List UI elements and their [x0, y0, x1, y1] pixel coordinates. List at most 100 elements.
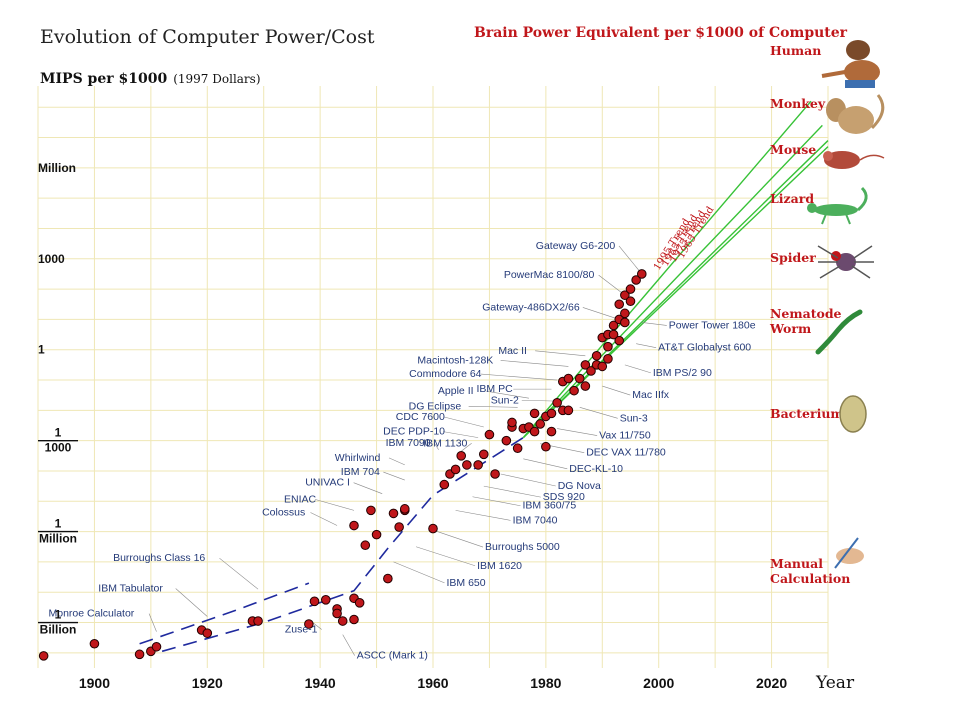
annotation-leader [393, 561, 445, 584]
annotation-label: Power Tower 180e [669, 319, 756, 331]
x-tick-label: 1980 [530, 675, 561, 691]
data-point [332, 608, 342, 619]
creature-monkey: Monkey [770, 96, 826, 111]
y-tick-label: Million [38, 161, 76, 175]
data-point [603, 341, 613, 352]
nematode-worm-icon [815, 309, 863, 355]
annotation-label: ASCC (Mark 1) [357, 650, 428, 662]
annotation-label: DEC VAX 11/780 [586, 447, 666, 459]
right-panel-title: Brain Power Equivalent per $1000 of Comp… [474, 25, 848, 41]
data-point [366, 505, 376, 516]
grid [37, 86, 829, 668]
monkey-icon [826, 94, 885, 134]
annotation-label: CDC 7600 [396, 411, 445, 423]
data-point [625, 296, 636, 307]
annotation-label: Macintosh-128K [417, 354, 493, 366]
data-point [535, 419, 546, 429]
y-tick-label: Million [39, 532, 77, 546]
creature-bacterium: Bacterium [770, 406, 844, 421]
data-point [620, 308, 630, 319]
annotation-label: Vax 11/750 [599, 430, 651, 442]
annotation-leader [468, 406, 518, 408]
annotation-leader [472, 496, 521, 507]
creature-panel: Human Monkey Mouse Lizard Spider Nematod… [769, 40, 885, 586]
creature-nematode: Nematode [770, 306, 842, 321]
data-point [546, 408, 557, 419]
annotation-label: IBM 1130 [423, 437, 467, 449]
y-tick-label: 1 [55, 426, 62, 440]
annotation-label: DEC PDP-10 [383, 426, 445, 438]
annotation-label: Gateway G6-200 [536, 240, 616, 252]
data-point [38, 651, 49, 661]
data-point [512, 443, 523, 454]
data-point [134, 649, 145, 660]
data-point [349, 614, 359, 625]
x-tick-label: 2020 [756, 675, 787, 691]
lizard-icon [807, 186, 868, 225]
annotation-label: DG Nova [558, 480, 601, 492]
annotation-leader [461, 443, 472, 452]
annotation-leader [353, 482, 383, 494]
data-point [304, 619, 314, 629]
creature-mouse: Mouse [770, 142, 816, 157]
y-axis-label-note: (1997 Dollars) [173, 72, 260, 86]
annotation-leader [310, 512, 338, 526]
data-point [614, 299, 625, 310]
annotation-label: DG Eclipse [409, 400, 462, 412]
data-points [38, 269, 647, 661]
data-point [574, 373, 585, 384]
annotation-leader [433, 442, 439, 450]
mouse-icon [823, 151, 885, 169]
annotation-leader [342, 634, 355, 656]
annotation-leader [624, 364, 651, 374]
annotation-leader [602, 385, 631, 396]
data-point [603, 354, 613, 364]
x-tick-label: 1960 [417, 675, 448, 691]
annotation-leader [582, 307, 620, 320]
annotation-label: Sun-3 [620, 412, 648, 424]
data-point [580, 381, 591, 391]
annotation-label: IBM 7090 [386, 437, 431, 449]
annotation-leader [443, 431, 479, 438]
data-point [399, 504, 410, 514]
data-point [563, 373, 574, 384]
annotation-leader [148, 613, 157, 632]
annotation-label: IBM 7040 [513, 514, 558, 526]
annotation-leader [557, 428, 598, 436]
annotation-leader [500, 473, 556, 487]
annotations: Gateway G6-200 PowerMac 8100/80 Gateway-48… [49, 240, 756, 662]
annotation-label: IBM PS/2 90 [653, 367, 712, 379]
data-point [439, 479, 450, 490]
bacterium-icon [839, 395, 867, 433]
x-tick-label: 2000 [643, 675, 674, 691]
chart-title: Evolution of Computer Power/Cost [40, 26, 375, 48]
data-point [253, 616, 263, 626]
annotation-label: Commodore 64 [409, 368, 482, 380]
annotation-label: IBM Tabulator [98, 582, 163, 594]
creature-manual: Manual [770, 556, 823, 571]
y-tick-label: 1 [55, 608, 62, 622]
annotation-label: ENIAC [284, 493, 317, 505]
annotation-label: IBM 1620 [477, 560, 522, 572]
data-point [563, 405, 574, 416]
data-point [202, 628, 213, 638]
x-ticks: 1900 1920 1940 1960 1980 2000 2020 [79, 675, 788, 691]
data-point [349, 520, 359, 531]
annotation-label: IBM 704 [341, 466, 380, 478]
data-point [591, 350, 602, 361]
data-point [620, 290, 630, 300]
y-tick-label: 1 [38, 343, 45, 357]
annotation-leader [636, 343, 657, 348]
y-axis-label-main: MIPS per $1000 [40, 71, 167, 87]
y-tick-label: 1000 [45, 441, 72, 455]
creature-spider: Spider [770, 250, 816, 265]
data-point [614, 335, 625, 346]
annotation-leader [314, 499, 355, 511]
annotation-label: Mac IIfx [632, 389, 670, 401]
x-tick-label: 1920 [192, 675, 223, 691]
data-point [473, 460, 483, 470]
annotation-leader [383, 471, 405, 481]
annotation-label: Monroe Calculator [49, 608, 135, 620]
data-point [529, 426, 540, 437]
